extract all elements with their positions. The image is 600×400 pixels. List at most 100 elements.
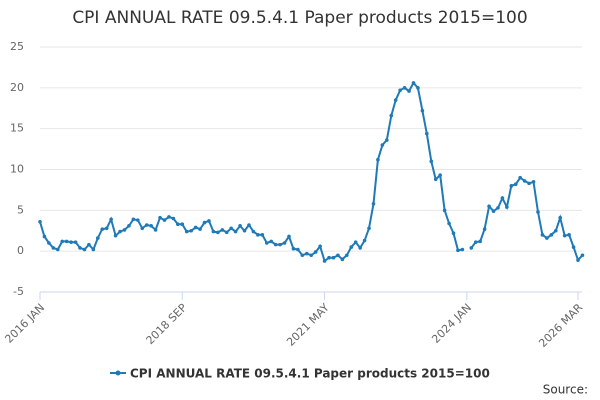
point xyxy=(402,86,407,90)
point xyxy=(273,242,278,247)
point xyxy=(571,245,576,249)
point xyxy=(553,228,558,233)
point xyxy=(353,240,358,244)
point xyxy=(473,240,478,244)
point xyxy=(522,179,527,183)
point xyxy=(518,175,522,180)
point xyxy=(456,248,460,253)
x-tick-label: 2016 JAN xyxy=(2,301,47,346)
point xyxy=(118,229,122,234)
point xyxy=(549,233,554,237)
y-tick-label: 20 xyxy=(10,81,24,94)
point xyxy=(385,138,389,142)
point xyxy=(78,246,82,250)
point xyxy=(420,108,425,113)
point xyxy=(429,159,434,164)
point xyxy=(309,253,314,258)
point xyxy=(171,216,176,221)
point xyxy=(109,217,113,222)
x-tick-label: 2018 SEP xyxy=(144,301,190,347)
point xyxy=(251,229,256,234)
point xyxy=(60,239,65,244)
point xyxy=(42,234,47,239)
point xyxy=(233,229,238,234)
point xyxy=(104,226,109,231)
point xyxy=(487,204,491,209)
point xyxy=(38,219,42,224)
point xyxy=(87,242,91,247)
point xyxy=(229,226,233,231)
point xyxy=(100,227,105,231)
point xyxy=(531,179,536,184)
point xyxy=(509,184,514,188)
point xyxy=(136,218,140,222)
point xyxy=(367,226,371,231)
point xyxy=(460,247,465,252)
point xyxy=(256,233,260,237)
point xyxy=(153,228,158,232)
point xyxy=(211,229,216,234)
point xyxy=(189,228,193,233)
point xyxy=(207,219,211,223)
point xyxy=(482,227,487,231)
point xyxy=(64,239,69,244)
y-tick-label: 10 xyxy=(10,163,24,176)
point xyxy=(527,181,531,186)
point xyxy=(96,236,100,240)
chart-title: CPI ANNUAL RATE 09.5.4.1 Paper products … xyxy=(72,8,527,28)
point xyxy=(260,233,265,237)
point xyxy=(496,206,500,210)
point xyxy=(451,231,456,235)
point xyxy=(318,244,322,249)
point xyxy=(69,240,73,244)
point xyxy=(358,246,362,250)
point xyxy=(344,253,349,258)
source: Source: xyxy=(543,383,588,397)
point xyxy=(162,218,167,222)
point xyxy=(505,205,509,209)
point xyxy=(540,233,545,237)
point xyxy=(349,245,354,249)
x-tick-label: 2026 MAR xyxy=(536,301,585,350)
point xyxy=(131,217,136,222)
point xyxy=(224,230,229,235)
y-tick-label: 25 xyxy=(10,40,24,53)
point xyxy=(269,239,274,244)
point xyxy=(371,202,376,206)
point xyxy=(380,143,385,147)
point xyxy=(184,229,189,234)
point xyxy=(167,215,171,219)
point xyxy=(389,113,394,118)
point xyxy=(127,224,131,228)
point xyxy=(331,255,336,260)
point xyxy=(304,251,309,256)
point xyxy=(296,247,300,252)
point xyxy=(469,246,474,250)
point xyxy=(287,234,291,239)
point xyxy=(176,222,180,227)
point xyxy=(82,247,87,252)
point xyxy=(247,223,251,227)
point xyxy=(282,241,287,245)
point xyxy=(198,227,202,231)
point xyxy=(393,98,398,102)
point xyxy=(442,208,447,213)
point xyxy=(202,220,207,225)
point xyxy=(580,253,585,258)
point xyxy=(55,247,60,252)
y-tick-label: -5 xyxy=(13,285,24,298)
point xyxy=(536,210,540,214)
point xyxy=(158,215,162,220)
point xyxy=(144,223,149,227)
legend-marker xyxy=(115,370,121,376)
point xyxy=(264,241,269,245)
legend-label: CPI ANNUAL RATE 09.5.4.1 Paper products … xyxy=(130,367,490,381)
series-line xyxy=(39,81,584,263)
point xyxy=(91,247,96,252)
point xyxy=(193,225,198,230)
y-tick-label: 15 xyxy=(10,122,24,135)
point xyxy=(47,241,51,245)
y-tick-label: 5 xyxy=(17,203,24,216)
